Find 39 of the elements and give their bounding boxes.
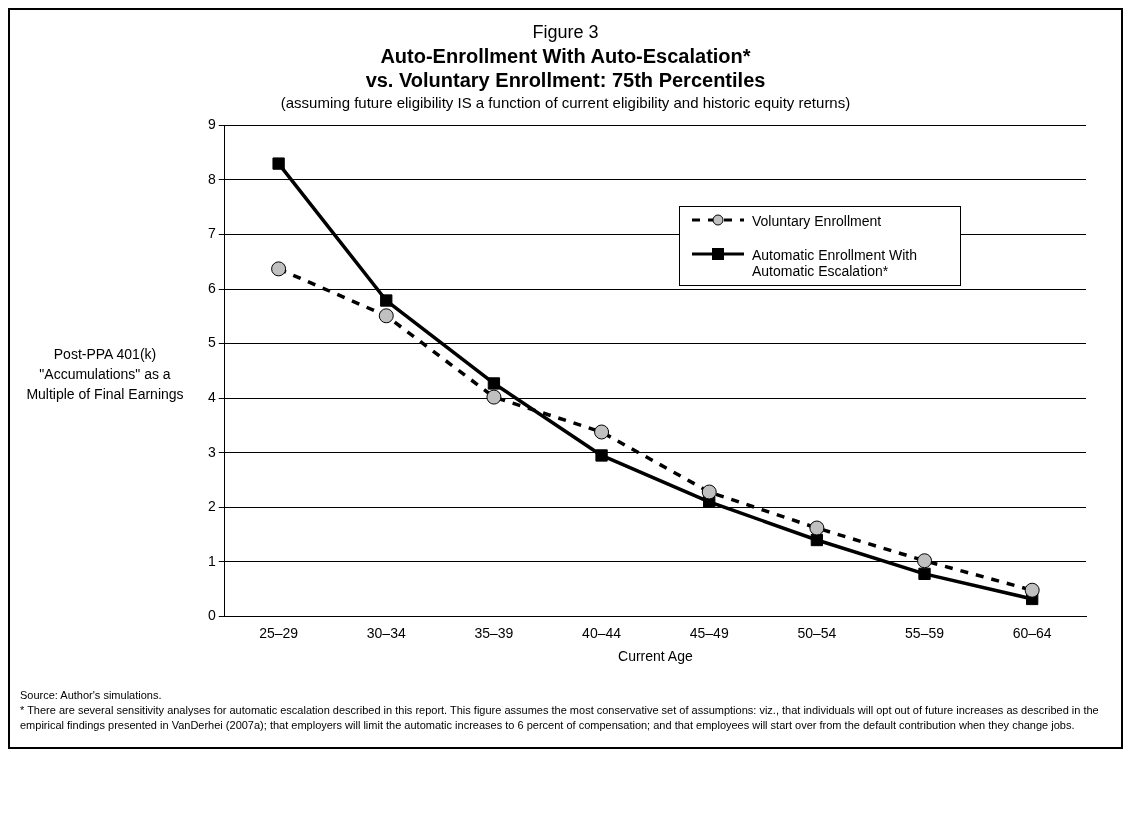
point (917, 553, 933, 569)
y-tick-label: 0 (207, 607, 216, 624)
x-tick-label: 55–59 (905, 624, 945, 641)
y-tick-label: 2 (207, 498, 216, 515)
point (1024, 582, 1040, 598)
y-tick-label: 3 (207, 443, 216, 460)
point (380, 294, 393, 307)
y-tick-label: 6 (207, 279, 216, 296)
y-axis-title: Post-PPA 401(k) "Accumulations" as a Multiple of Final Earnings (25, 345, 185, 404)
chart-title: Figure 3 Auto-Enrollment With Auto-Escalation* vs. Voluntary Enrollment: 75th Percentiles (364, 21, 767, 92)
x-tick-label: 45–49 (689, 624, 729, 641)
point (271, 261, 287, 277)
point (918, 567, 931, 580)
x-tick-label: 40–44 (582, 624, 622, 641)
x-tick-label: 35–39 (474, 624, 514, 641)
point (486, 389, 502, 405)
x-tick-label: 60–64 (1012, 624, 1052, 641)
point (378, 308, 394, 324)
text: * There are several sensitivity analyses for automatic escalation described in this report. This figure assumes the most conservative set of assumptions: viz., that individuals will opt out of future increases as described in the empirical findings presented in VanDerhei (2007a); that employers will limit the automatic increases to 6 percent of compensation; and that employees will start over from the default contribution when they change jobs. (20, 703, 1100, 733)
point (595, 449, 608, 462)
point (809, 520, 825, 536)
legend-label: Voluntary Enrollment (752, 213, 882, 229)
y-tick-label: 8 (207, 170, 216, 187)
x-tick-label: 30–34 (366, 624, 406, 641)
chart-subtitle: (assuming future eligibility IS a function of current eligibility and historic equity returns) (279, 93, 852, 113)
x-tick-label: 25–29 (259, 624, 299, 641)
x-tick-label: 50–54 (797, 624, 837, 641)
point (272, 157, 285, 170)
y-tick-label: 5 (207, 334, 216, 351)
y-tick-label: 4 (207, 389, 216, 406)
x-axis-title: Current Age (618, 648, 693, 665)
y-tick-label: 9 (207, 116, 216, 133)
legend-label: Automatic Enrollment With Automatic Escalation* (752, 247, 918, 279)
y-tick-label: 1 (207, 552, 216, 569)
source-note: Source: Author's simulations. (20, 688, 163, 703)
y-tick-label: 7 (207, 225, 216, 242)
point (594, 424, 610, 440)
point (487, 377, 501, 390)
point (701, 484, 717, 500)
